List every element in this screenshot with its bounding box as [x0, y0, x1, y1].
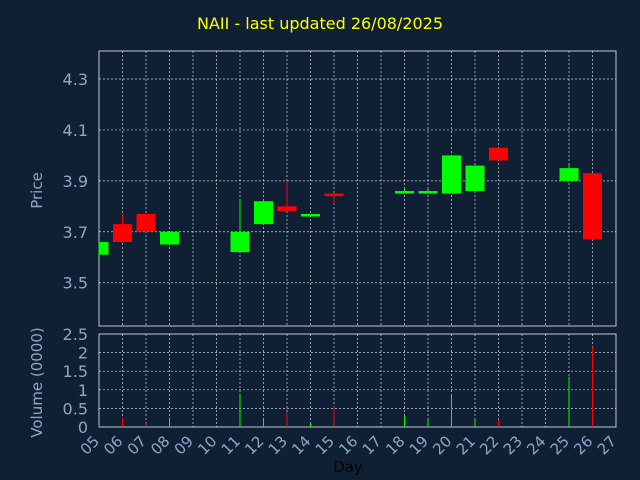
x-tick-label: 07 — [124, 432, 150, 458]
volume-tick-label: 0 — [78, 418, 88, 437]
candle-body — [254, 201, 273, 225]
x-tick-label: 22 — [476, 432, 502, 458]
price-axis-label: Price — [28, 172, 46, 209]
chart-title: NAII - last updated 26/08/2025 — [196, 14, 444, 33]
x-axis-label: Day — [333, 458, 363, 476]
volume-tick-label: 1.5 — [63, 362, 88, 381]
price-tick-label: 3.9 — [63, 172, 88, 191]
candle-body — [136, 213, 156, 232]
candle-body — [465, 165, 485, 192]
x-tick-label: 18 — [382, 432, 408, 458]
x-tick-label: 16 — [335, 432, 361, 458]
x-tick-label: 25 — [547, 432, 573, 458]
candle-body — [559, 168, 579, 181]
x-tick-label: 11 — [218, 432, 244, 458]
candle-body — [583, 173, 602, 240]
price-tick-label: 4.3 — [63, 70, 88, 89]
candle-body — [442, 155, 461, 194]
price-tick-label: 3.5 — [63, 274, 88, 293]
x-tick-label: 19 — [406, 432, 432, 458]
candle-body — [160, 231, 179, 245]
x-tick-label: 10 — [194, 432, 220, 458]
x-tick-label: 15 — [312, 432, 338, 458]
x-tick-label: 20 — [429, 432, 455, 458]
x-tick-label: 08 — [147, 432, 173, 458]
candle-body — [277, 206, 297, 212]
price-tick-label: 3.7 — [63, 223, 88, 242]
x-tick-label: 26 — [570, 432, 596, 458]
candle-body — [324, 193, 344, 197]
volume-tick-label: 2 — [78, 344, 88, 363]
x-tick-label: 09 — [171, 432, 197, 458]
x-tick-label: 23 — [500, 432, 526, 458]
price-tick-label: 4.1 — [63, 121, 88, 140]
volume-tick-label: 1 — [78, 381, 88, 400]
candle-body — [395, 191, 414, 194]
x-tick-label: 14 — [288, 432, 314, 458]
volume-tick-label: 0.5 — [63, 399, 88, 418]
candle-body — [418, 191, 438, 194]
x-tick-label: 21 — [453, 432, 479, 458]
candle-body — [230, 231, 250, 253]
x-tick-label: 06 — [100, 432, 126, 458]
volume-tick-label: 2.5 — [63, 325, 88, 344]
x-tick-label: 13 — [265, 432, 291, 458]
candle-body — [99, 241, 109, 255]
candle-body — [489, 147, 508, 161]
candle-body — [301, 213, 320, 217]
x-tick-label: 24 — [523, 432, 549, 458]
volume-axis-label: Volume (0000) — [28, 327, 46, 437]
x-tick-label: 27 — [594, 432, 620, 458]
candle-body — [113, 224, 132, 242]
x-tick-label: 12 — [241, 432, 267, 458]
x-tick-label: 17 — [359, 432, 385, 458]
